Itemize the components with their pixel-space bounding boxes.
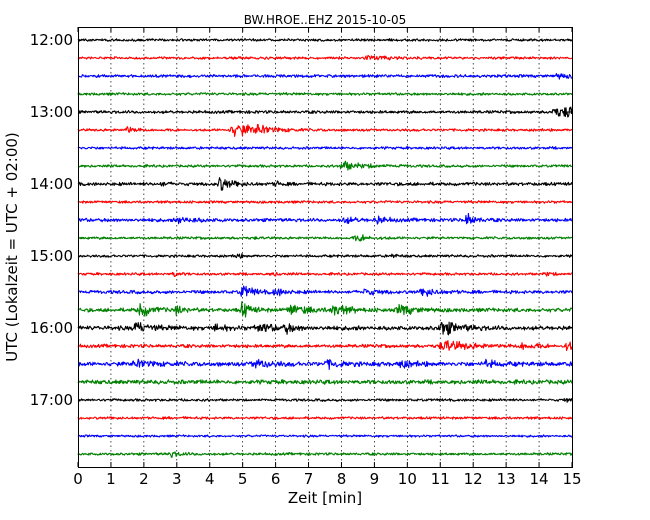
trace-line — [77, 54, 573, 61]
trace-line — [77, 271, 573, 277]
x-tick-label: 10 — [398, 470, 417, 488]
trace-line — [77, 253, 573, 259]
trace-line — [77, 160, 573, 171]
x-tick-label: 6 — [271, 470, 281, 488]
x-tick-label: 13 — [497, 470, 516, 488]
trace-line — [77, 321, 573, 336]
trace-line — [77, 92, 573, 96]
trace-line — [77, 340, 573, 351]
plot-grid — [110, 27, 540, 467]
trace-line — [77, 200, 573, 204]
y-tick-label: 17:00 — [30, 391, 73, 409]
x-tick-label: 1 — [106, 470, 116, 488]
y-axis: 12:00 13:00 14:00 15:00 16:00 17:00 — [30, 31, 572, 409]
x-tick-label: 2 — [139, 470, 149, 488]
y-tick-label: 14:00 — [30, 175, 73, 193]
x-tick-label: 9 — [370, 470, 380, 488]
trace-line — [77, 434, 573, 438]
x-tick-label: 3 — [172, 470, 182, 488]
x-tick-label: 0 — [73, 470, 83, 488]
x-tick-label: 4 — [205, 470, 215, 488]
trace-line — [77, 416, 573, 420]
trace-line — [77, 451, 573, 458]
plot-frame — [78, 27, 573, 468]
x-tick-label: 14 — [530, 470, 549, 488]
seismic-traces — [77, 38, 573, 458]
trace-line — [77, 358, 573, 370]
x-tick-label: 5 — [238, 470, 248, 488]
trace-line — [77, 72, 573, 80]
y-tick-label: 12:00 — [30, 31, 73, 49]
x-tick-label: 8 — [337, 470, 347, 488]
trace-line — [77, 212, 573, 225]
chart-title: BW.HROE..EHZ 2015-10-05 — [244, 13, 407, 27]
y-axis-label: UTC (Lokalzeit = UTC + 02:00) — [3, 132, 21, 362]
trace-line — [77, 106, 573, 118]
trace-line — [77, 38, 573, 42]
y-tick-label: 15:00 — [30, 247, 73, 265]
trace-line — [77, 146, 573, 150]
trace-line — [77, 177, 573, 191]
x-tick-label: 7 — [304, 470, 314, 488]
y-tick-label: 13:00 — [30, 103, 73, 121]
trace-line — [77, 124, 573, 137]
trace-line — [77, 397, 573, 403]
x-axis: 0 1 2 3 4 5 6 7 8 9 10 11 12 13 14 15 — [73, 27, 582, 488]
x-tick-label: 12 — [464, 470, 483, 488]
x-tick-label: 15 — [562, 470, 581, 488]
x-axis-label: Zeit [min] — [288, 489, 362, 507]
y-tick-label: 16:00 — [30, 319, 73, 337]
trace-line — [77, 234, 573, 242]
trace-line — [77, 301, 573, 318]
trace-line — [77, 379, 573, 385]
x-tick-label: 11 — [431, 470, 450, 488]
trace-line — [77, 285, 573, 297]
